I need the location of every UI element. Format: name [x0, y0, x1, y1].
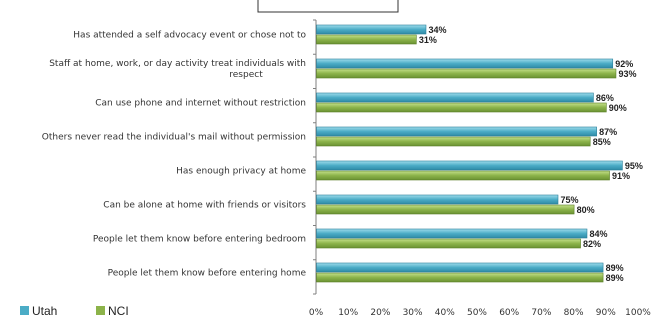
bar-nci [317, 171, 610, 180]
x-tick-label: 80% [564, 308, 584, 318]
bar-utah [317, 195, 559, 204]
value-label-nci: 89% [606, 273, 624, 283]
category-label: Can use phone and internet without restr… [95, 99, 306, 109]
x-tick-label: 30% [403, 308, 423, 318]
bar-utah [317, 93, 594, 102]
x-tick-label: 20% [370, 308, 390, 318]
value-label-utah: 84% [589, 229, 607, 239]
legend-swatch-nci [96, 306, 105, 315]
category-label: People let them know before entering bed… [93, 235, 306, 245]
value-label-utah: 75% [561, 195, 579, 205]
x-tick-label: 90% [596, 308, 616, 318]
category-label: Staff at home, work, or day activity tre… [49, 59, 306, 69]
x-tick-label: 70% [531, 308, 551, 318]
value-label-nci: 91% [612, 171, 630, 181]
value-label-nci: 82% [583, 239, 601, 249]
plot-area: Has attended a self advocacy event or ch… [42, 20, 652, 318]
bar-utah [317, 25, 426, 34]
bar-nci [317, 103, 607, 112]
bar-nci [317, 69, 616, 78]
value-label-utah: 89% [606, 263, 624, 273]
value-label-utah: 86% [596, 93, 614, 103]
bar-utah [317, 263, 604, 272]
x-tick-label: 10% [338, 308, 358, 318]
bar-nci [317, 205, 575, 214]
value-label-nci: 80% [577, 205, 595, 215]
value-label-nci: 90% [609, 103, 627, 113]
category-label: Has attended a self advocacy event or ch… [73, 31, 306, 41]
x-tick-label: 50% [467, 308, 487, 318]
legend-label-nci: NCI [108, 304, 129, 318]
value-label-nci: 85% [593, 137, 611, 147]
category-label: Others never read the individual's mail … [42, 133, 306, 143]
legend-label-utah: Utah [32, 304, 57, 318]
bar-nci [317, 273, 604, 282]
x-tick-label: 60% [499, 308, 519, 318]
bar-nci [317, 137, 591, 146]
bar-nci [317, 35, 417, 44]
bar-utah [317, 59, 613, 68]
category-label: Can be alone at home with friends or vis… [103, 201, 306, 211]
title-box [258, 0, 398, 12]
bar-utah [317, 229, 587, 238]
value-label-utah: 87% [599, 127, 617, 137]
category-label: respect [229, 70, 263, 80]
legend: Utah NCI [20, 304, 129, 318]
bar-utah [317, 127, 597, 136]
value-label-utah: 95% [625, 161, 643, 171]
value-label-nci: 31% [419, 35, 437, 45]
bar-nci [317, 239, 581, 248]
value-label-utah: 92% [615, 59, 633, 69]
category-label: People let them know before entering hom… [108, 269, 307, 279]
x-tick-label: 40% [435, 308, 455, 318]
value-label-nci: 93% [618, 69, 636, 79]
x-tick-label: 100% [625, 308, 651, 318]
legend-swatch-utah [20, 306, 29, 315]
x-tick-label: 0% [309, 308, 324, 318]
bar-utah [317, 161, 623, 170]
category-label: Has enough privacy at home [176, 167, 306, 177]
value-label-utah: 34% [428, 25, 446, 35]
